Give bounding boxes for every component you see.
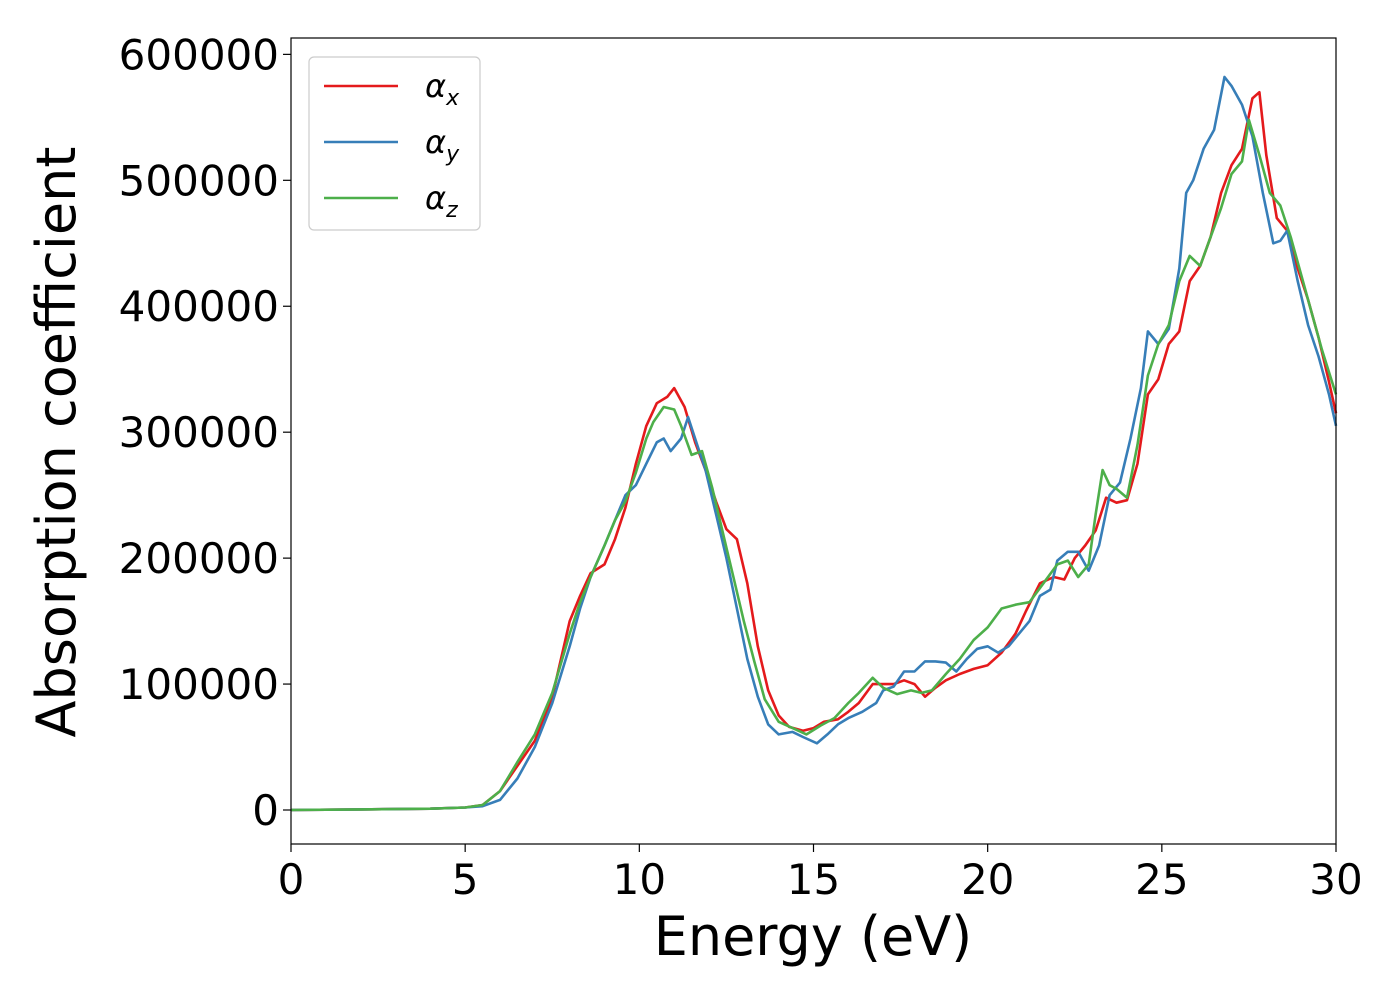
x-tick-label: 30 xyxy=(1309,855,1362,904)
y-tick-label: 400000 xyxy=(119,282,279,331)
y-tick-label: 200000 xyxy=(119,534,279,583)
x-tick-label: 0 xyxy=(278,855,305,904)
y-tick-label: 300000 xyxy=(119,408,279,457)
y-axis-title: Absorption coefficient xyxy=(25,147,88,738)
legend-label-y: αy xyxy=(425,123,460,167)
y-tick-label: 600000 xyxy=(119,30,279,79)
y-tick-label: 100000 xyxy=(119,660,279,709)
x-tick-label: 25 xyxy=(1135,855,1188,904)
x-tick-label: 10 xyxy=(613,855,666,904)
y-tick-label: 500000 xyxy=(119,156,279,205)
legend-label-z: αz xyxy=(425,179,458,223)
x-tick-label: 15 xyxy=(787,855,840,904)
x-tick-label: 5 xyxy=(452,855,479,904)
y-tick-label: 0 xyxy=(252,786,279,835)
x-axis-title: Energy (eV) xyxy=(654,905,973,968)
x-axis: 0 5 10 15 20 25 30 xyxy=(278,844,1363,904)
legend-label-x: αx xyxy=(425,67,460,111)
y-axis: 0 100000 200000 300000 400000 500000 600000 xyxy=(119,30,291,835)
x-tick-label: 20 xyxy=(961,855,1014,904)
legend-box xyxy=(308,56,481,231)
legend: αx αy αz xyxy=(308,56,481,231)
series-line-z xyxy=(290,118,1338,812)
series-layer xyxy=(290,75,1338,812)
